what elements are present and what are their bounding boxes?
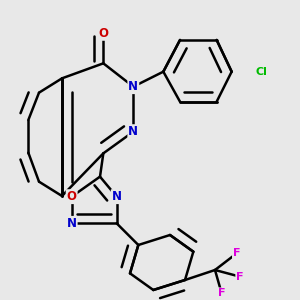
Text: F: F <box>218 288 225 298</box>
Text: F: F <box>236 272 244 282</box>
Text: Cl: Cl <box>256 67 268 77</box>
Text: N: N <box>67 217 77 230</box>
Text: O: O <box>67 190 77 203</box>
Text: O: O <box>98 27 108 40</box>
Text: N: N <box>112 190 122 203</box>
Text: N: N <box>128 125 138 138</box>
Text: N: N <box>128 80 138 93</box>
Text: F: F <box>233 248 240 258</box>
